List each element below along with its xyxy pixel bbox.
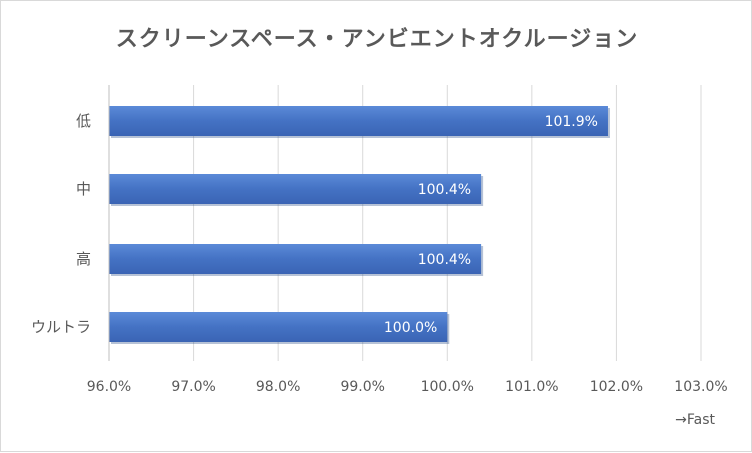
x-tick-label: 100.0%	[421, 379, 474, 395]
x-tick-label: 96.0%	[87, 379, 131, 395]
category-label: 高	[76, 250, 91, 268]
direction-note: →Fast	[675, 412, 715, 428]
data-label: 100.4%	[418, 252, 471, 268]
chart-title: スクリーンスペース・アンビエントオクルージョン	[115, 27, 639, 52]
category-label: 低	[76, 112, 91, 130]
x-tick-label: 98.0%	[256, 379, 300, 395]
category-label: 中	[76, 180, 91, 198]
bar	[109, 244, 482, 274]
x-tick-label: 102.0%	[590, 379, 643, 395]
data-label: 100.0%	[384, 320, 437, 336]
bar	[109, 174, 482, 204]
data-label: 101.9%	[545, 114, 598, 130]
x-tick-label: 97.0%	[171, 379, 215, 395]
category-label: ウルトラ	[31, 318, 91, 336]
bar	[109, 312, 448, 342]
data-label: 100.4%	[418, 182, 471, 198]
x-tick-label: 101.0%	[505, 379, 558, 395]
x-tick-label: 99.0%	[340, 379, 384, 395]
x-tick-label: 103.0%	[674, 379, 727, 395]
bar	[109, 106, 608, 136]
